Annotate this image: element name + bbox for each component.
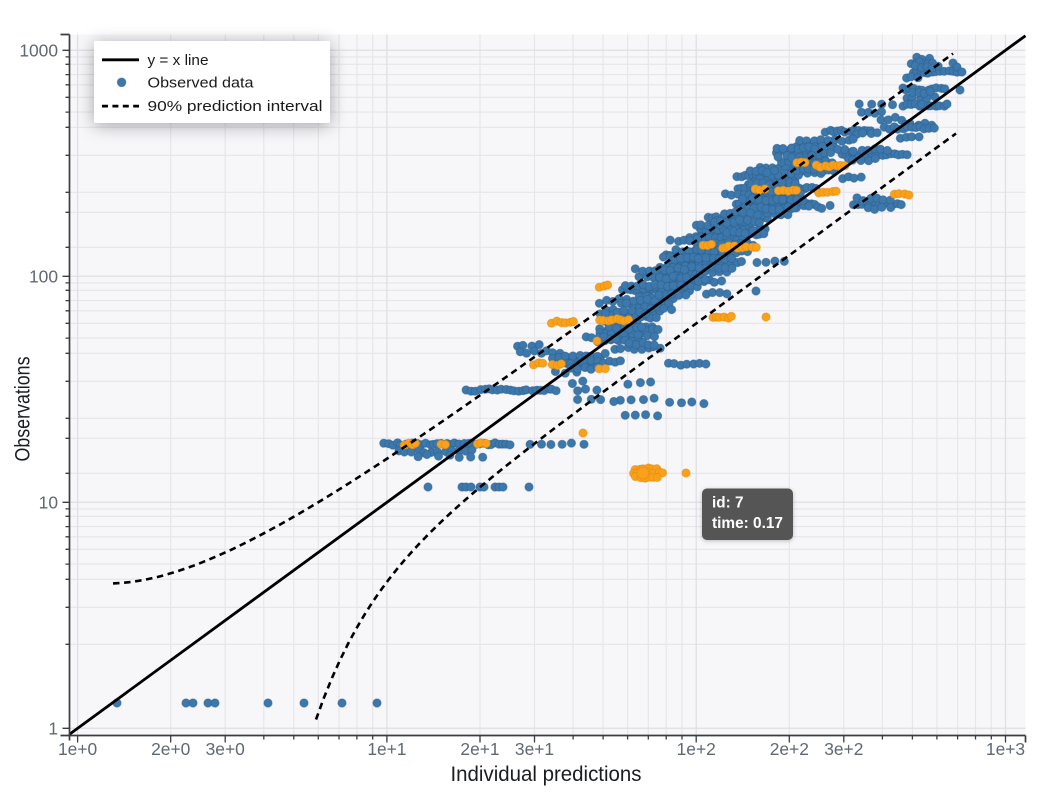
svg-text:100: 100	[29, 266, 58, 286]
svg-text:1000: 1000	[19, 40, 58, 60]
svg-text:id: 7: id: 7	[712, 495, 743, 512]
svg-text:2e+1: 2e+1	[460, 739, 499, 759]
svg-text:3e+2: 3e+2	[824, 739, 863, 759]
svg-text:Individual predictions: Individual predictions	[451, 762, 642, 786]
svg-text:1e+1: 1e+1	[367, 739, 406, 759]
svg-text:y = x line: y = x line	[148, 52, 209, 69]
svg-text:10: 10	[39, 492, 58, 512]
svg-text:1: 1	[48, 718, 58, 738]
svg-text:2e+0: 2e+0	[151, 739, 190, 759]
svg-text:3e+0: 3e+0	[206, 739, 245, 759]
svg-text:3e+1: 3e+1	[515, 739, 554, 759]
svg-text:1e+0: 1e+0	[58, 739, 97, 759]
svg-text:Observed data: Observed data	[148, 75, 255, 92]
svg-text:time: 0.17: time: 0.17	[712, 515, 783, 532]
svg-text:2e+2: 2e+2	[770, 739, 809, 759]
svg-text:1e+3: 1e+3	[986, 739, 1025, 759]
svg-text:Observations: Observations	[11, 357, 35, 462]
svg-text:1e+2: 1e+2	[677, 739, 716, 759]
svg-text:90% prediction interval: 90% prediction interval	[148, 98, 323, 115]
